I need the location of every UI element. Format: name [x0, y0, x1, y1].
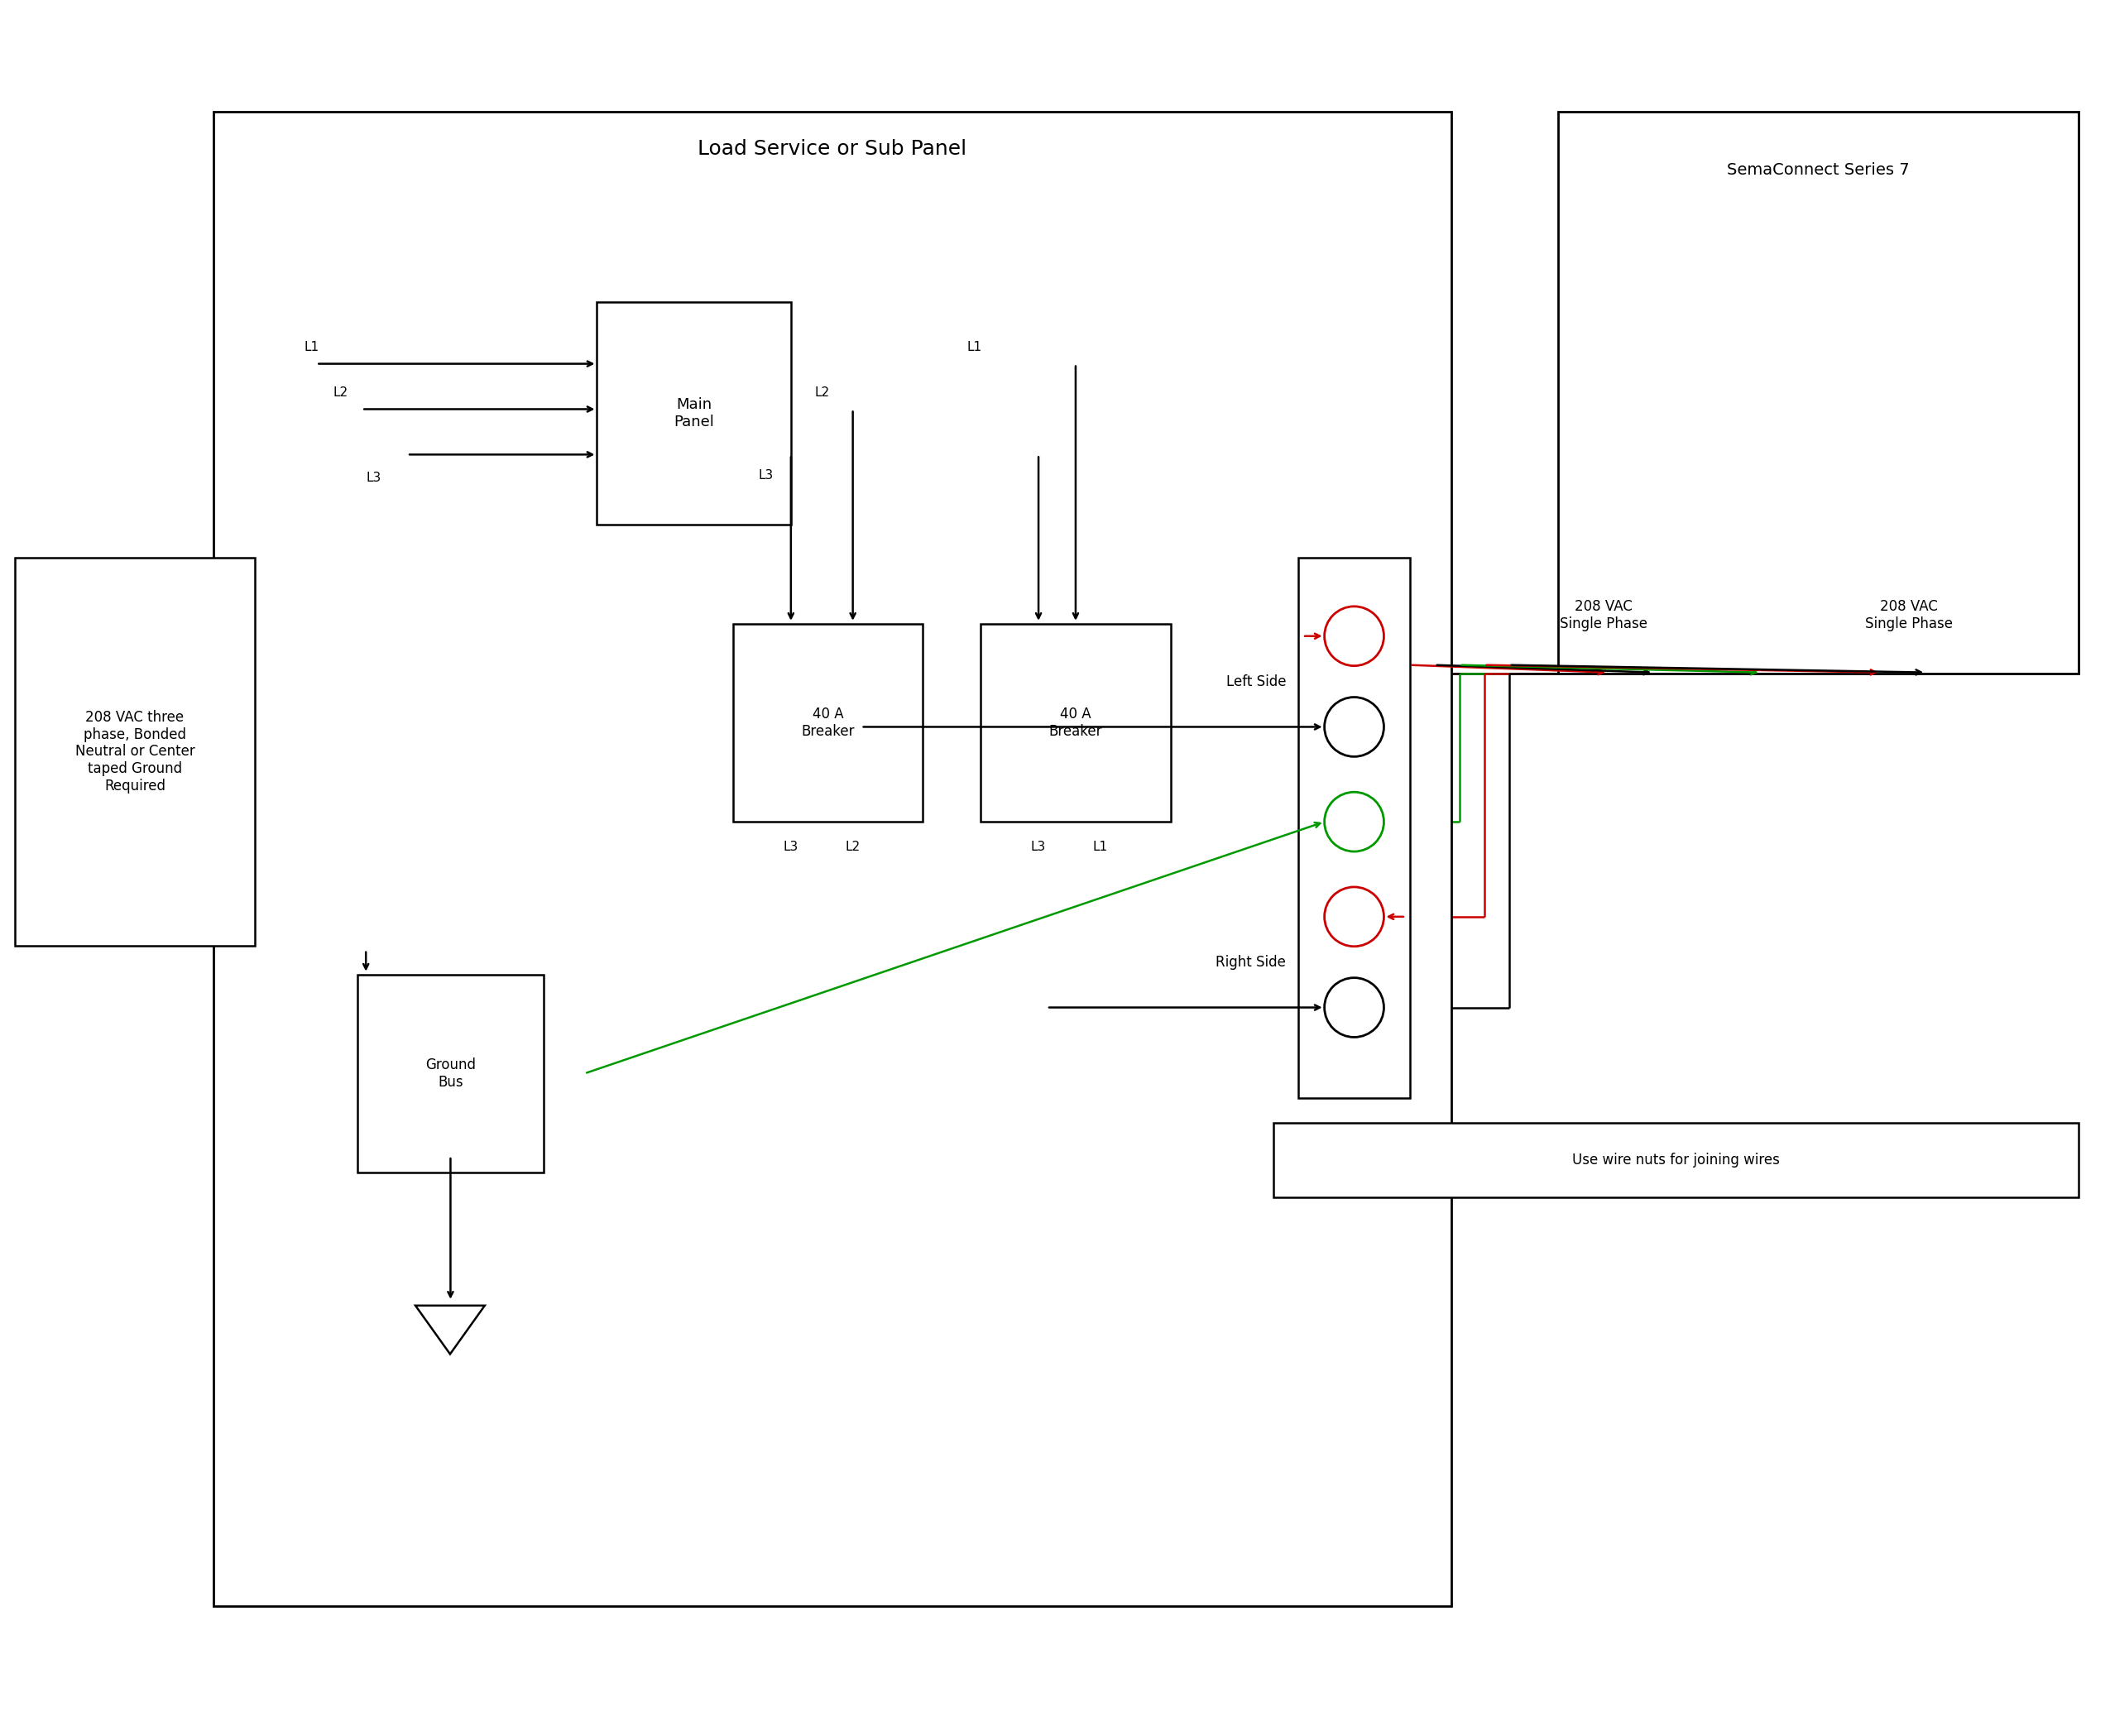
Bar — [1274, 1123, 2078, 1198]
Circle shape — [1325, 698, 1384, 757]
Text: L2: L2 — [814, 387, 829, 399]
Text: L3: L3 — [783, 840, 798, 852]
Text: Right Side: Right Side — [1215, 955, 1287, 969]
Text: L3: L3 — [760, 469, 774, 481]
Text: L3: L3 — [1032, 840, 1047, 852]
Text: L2: L2 — [333, 387, 348, 399]
Bar — [597, 302, 791, 524]
Bar — [1298, 557, 1409, 1099]
Bar — [981, 623, 1171, 821]
Bar — [15, 557, 255, 946]
Polygon shape — [416, 1305, 485, 1354]
Text: L1: L1 — [966, 340, 981, 354]
Circle shape — [1325, 977, 1384, 1036]
Text: Load Service or Sub Panel: Load Service or Sub Panel — [698, 139, 966, 160]
Text: Main
Panel: Main Panel — [673, 398, 713, 429]
Text: 208 VAC
Single Phase: 208 VAC Single Phase — [1559, 599, 1648, 632]
Text: SemaConnect Series 7: SemaConnect Series 7 — [1728, 161, 1910, 177]
Text: L1: L1 — [1093, 840, 1108, 852]
Circle shape — [1325, 606, 1384, 667]
Bar — [1559, 113, 2078, 674]
Text: 208 VAC
Single Phase: 208 VAC Single Phase — [1865, 599, 1954, 632]
Text: 208 VAC three
phase, Bonded
Neutral or Center
taped Ground
Required: 208 VAC three phase, Bonded Neutral or C… — [76, 710, 194, 793]
Text: Left Side: Left Side — [1226, 674, 1287, 689]
Bar — [359, 974, 544, 1172]
Text: L3: L3 — [365, 472, 382, 484]
Text: L2: L2 — [846, 840, 861, 852]
Bar — [213, 113, 1452, 1606]
Text: 40 A
Breaker: 40 A Breaker — [802, 707, 855, 740]
Bar — [732, 623, 922, 821]
Text: L1: L1 — [304, 340, 319, 354]
Text: Use wire nuts for joining wires: Use wire nuts for joining wires — [1572, 1153, 1781, 1168]
Text: Ground
Bus: Ground Bus — [426, 1057, 475, 1090]
Circle shape — [1325, 792, 1384, 851]
Circle shape — [1325, 887, 1384, 946]
Text: 40 A
Breaker: 40 A Breaker — [1049, 707, 1101, 740]
